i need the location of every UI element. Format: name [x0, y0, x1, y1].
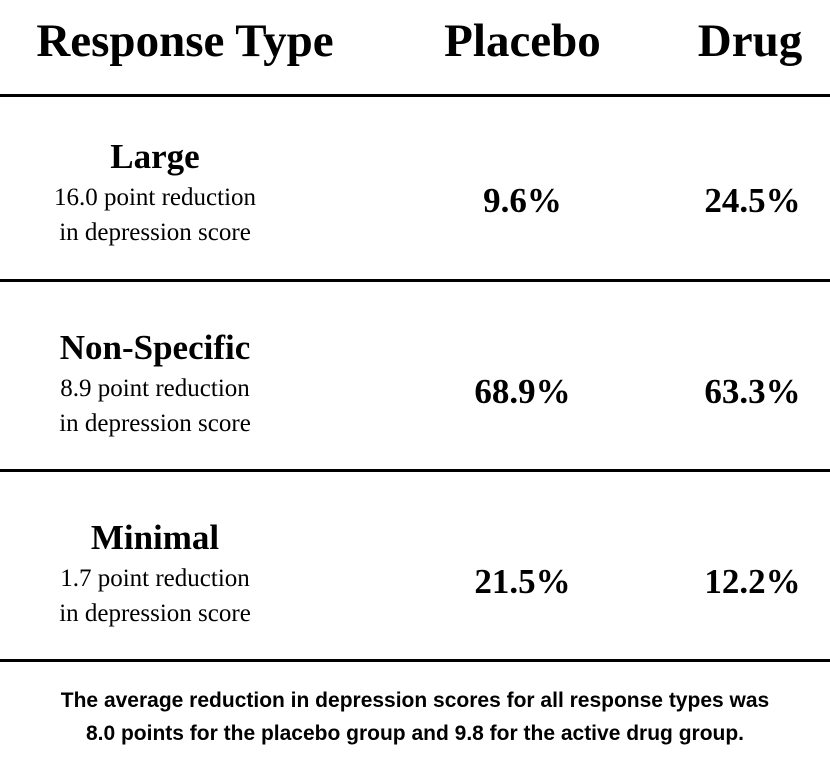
header-response-type: Response Type	[36, 15, 334, 67]
footnote-line: 8.0 points for the placebo group and 9.8…	[85, 722, 745, 745]
header-divider	[0, 94, 830, 97]
description-line: in depression score	[59, 410, 251, 437]
description-line: in depression score	[59, 219, 251, 246]
row-divider	[0, 279, 830, 282]
response-type-name: Non-Specific	[59, 328, 251, 367]
table-row-minimal: Minimal 1.7 point reduction in depressio…	[0, 472, 830, 660]
header-drug: Drug	[697, 15, 803, 67]
placebo-value: 68.9%	[474, 372, 571, 411]
description-line: in depression score	[59, 600, 251, 627]
drug-value: 24.5%	[704, 181, 801, 220]
response-type-cell: Large 16.0 point reduction in depression…	[35, 139, 275, 250]
response-type-name: Large	[110, 137, 200, 176]
placebo-value: 9.6%	[483, 181, 562, 220]
response-type-description: 8.9 point reduction in depression score	[35, 371, 275, 441]
placebo-value: 21.5%	[474, 562, 571, 601]
response-type-name: Minimal	[90, 518, 220, 557]
response-type-description: 1.7 point reduction in depression score	[35, 561, 275, 631]
response-type-description: 16.0 point reduction in depression score	[35, 180, 275, 250]
header-placebo: Placebo	[444, 15, 601, 67]
footnote-line: The average reduction in depression scor…	[60, 689, 770, 712]
description-line: 16.0 point reduction	[53, 184, 257, 211]
row-divider	[0, 469, 830, 472]
response-type-cell: Minimal 1.7 point reduction in depressio…	[35, 520, 275, 631]
footnote: The average reduction in depression scor…	[0, 684, 830, 750]
drug-value: 12.2%	[704, 562, 801, 601]
table-bottom-rule	[0, 659, 830, 662]
response-type-cell: Non-Specific 8.9 point reduction in depr…	[35, 330, 275, 441]
table-row-non-specific: Non-Specific 8.9 point reduction in depr…	[0, 282, 830, 470]
description-line: 1.7 point reduction	[60, 565, 250, 592]
table-row-large: Large 16.0 point reduction in depression…	[0, 97, 830, 285]
description-line: 8.9 point reduction	[60, 375, 250, 402]
drug-value: 63.3%	[704, 372, 801, 411]
